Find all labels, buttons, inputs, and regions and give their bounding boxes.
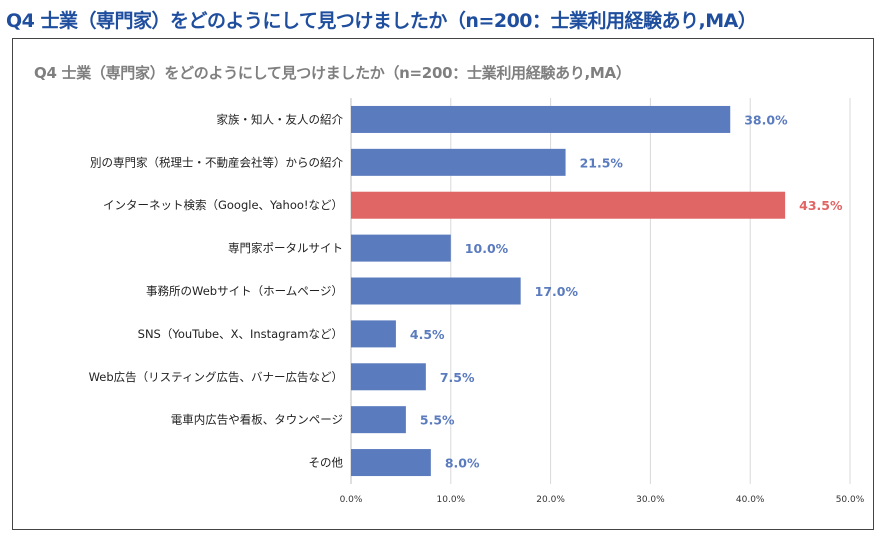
category-label: 専門家ポータルサイト	[228, 241, 343, 255]
bar	[351, 363, 426, 391]
category-label: 別の専門家（税理士・不動産会社等）からの紹介	[90, 155, 343, 169]
bar	[351, 191, 786, 219]
x-tick-label: 20.0%	[536, 495, 565, 505]
category-label: 家族・知人・友人の紹介	[217, 112, 344, 126]
data-label: 43.5%	[799, 198, 843, 213]
bar	[351, 320, 396, 348]
data-label: 5.5%	[420, 413, 455, 428]
data-label: 10.0%	[465, 241, 509, 256]
category-label: インターネット検索（Google、Yahoo!など）	[103, 198, 343, 212]
data-label: 4.5%	[410, 327, 445, 342]
bar	[351, 105, 731, 133]
category-label: 電車内広告や看板、タウンページ	[171, 413, 343, 427]
data-label: 21.5%	[580, 155, 624, 170]
page-title: Q4 士業（専門家）をどのようにして見つけましたか（n=200：士業利用経験あり…	[6, 10, 757, 32]
chart-title: Q4 士業（専門家）をどのようにして見つけましたか（n=200：士業利用経験あり…	[34, 64, 631, 82]
x-tick-label: 50.0%	[836, 495, 865, 505]
x-tick-label: 40.0%	[736, 495, 765, 505]
data-label: 8.0%	[445, 456, 480, 471]
bar	[351, 406, 406, 434]
category-label: その他	[309, 456, 344, 470]
x-tick-label: 10.0%	[437, 495, 466, 505]
bar	[351, 449, 431, 477]
data-label: 17.0%	[535, 284, 579, 299]
bar	[351, 148, 566, 176]
bar	[351, 277, 521, 305]
data-label: 38.0%	[744, 112, 788, 127]
category-label: 事務所のWebサイト（ホームページ）	[146, 284, 343, 298]
data-label: 7.5%	[440, 370, 475, 385]
category-label: Web広告（リスティング広告、バナー広告など）	[89, 370, 343, 384]
bar	[351, 234, 451, 262]
category-label: SNS（YouTube、X、Instagramなど）	[138, 327, 343, 341]
x-tick-label: 0.0%	[340, 495, 363, 505]
x-tick-label: 30.0%	[636, 495, 665, 505]
